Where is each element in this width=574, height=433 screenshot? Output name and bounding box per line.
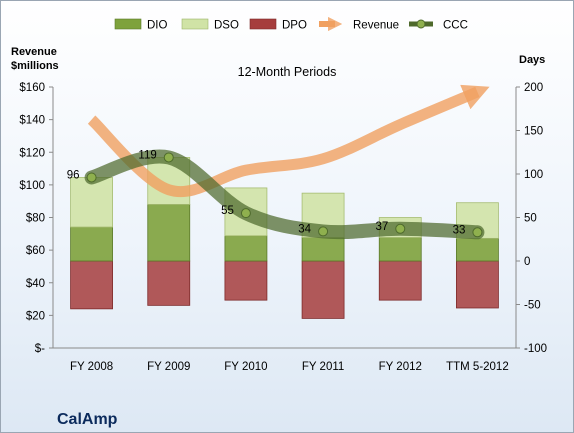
bar-dio	[301, 237, 345, 262]
company-name: CalAmp	[57, 411, 118, 428]
legend-marker-ccc	[416, 19, 426, 29]
legend-label-dpo: DPO	[282, 20, 307, 32]
ccc-data-label: 55	[221, 205, 234, 217]
left-tick-label: $100	[19, 180, 45, 192]
x-tick-label: FY 2008	[70, 361, 113, 373]
bar-dpo	[378, 260, 422, 301]
left-tick-label: $160	[19, 82, 45, 94]
ccc-line: 96 119 55 34 37 33	[67, 149, 485, 240]
bar-dpo	[301, 260, 345, 319]
ccc-data-label: 34	[298, 223, 311, 235]
right-axis-ticks: -100 -50 0 50 100 150 200	[516, 82, 547, 355]
ccc-point	[395, 223, 406, 234]
ccc-point	[318, 226, 329, 237]
left-tick-label: $80	[26, 213, 45, 225]
ccc-data-label: 37	[375, 221, 388, 233]
left-tick-label: $20	[26, 310, 45, 322]
right-tick-label: -50	[524, 300, 541, 312]
bar-dio	[224, 235, 268, 262]
legend: DIO DSO DPO Revenue CCC	[114, 16, 468, 32]
x-tick-label: FY 2012	[379, 361, 422, 373]
bars	[70, 157, 499, 319]
left-tick-label: $-	[35, 343, 45, 355]
left-tick-label: $140	[19, 115, 45, 127]
right-axis-title: Days	[519, 54, 545, 66]
x-axis-labels: FY 2008 FY 2009 FY 2010 FY 2011 FY 2012 TTM 5…	[70, 361, 509, 373]
ccc-point	[240, 208, 251, 219]
x-tick-label: FY 2009	[147, 361, 190, 373]
bar-dpo	[147, 260, 191, 306]
right-tick-label: -100	[524, 343, 547, 355]
bar-dpo	[70, 260, 113, 310]
right-tick-label: 100	[524, 169, 543, 181]
bar-dio	[147, 204, 191, 262]
revenue-arrow	[87, 84, 490, 197]
legend-swatch-dio	[114, 18, 142, 30]
bar-dio	[378, 237, 422, 262]
bar-dio	[456, 237, 499, 262]
right-tick-label: 200	[524, 82, 543, 94]
ccc-point	[86, 172, 97, 183]
legend-label-ccc: CCC	[443, 20, 468, 32]
x-tick-label: FY 2010	[224, 361, 267, 373]
left-axis-ticks: $- $20 $40 $60 $80 $100 $120 $140 $160	[19, 82, 53, 355]
legend-label-dio: DIO	[147, 20, 168, 32]
ccc-data-label: 96	[67, 169, 80, 181]
bar-dso	[70, 177, 113, 228]
ccc-data-label: 119	[138, 149, 156, 161]
left-tick-label: $40	[26, 278, 45, 290]
right-tick-label: 150	[524, 126, 543, 138]
legend-swatch-dso	[181, 18, 209, 30]
x-tick-label: TTM 5-2012	[446, 361, 509, 373]
revenue-curve	[87, 84, 490, 197]
bar-dio	[70, 226, 113, 262]
chart-title: 12-Month Periods	[238, 65, 337, 79]
legend-label-revenue: Revenue	[353, 20, 399, 32]
left-tick-label: $120	[19, 147, 45, 159]
left-axis-title-line2: $millions	[11, 60, 59, 72]
right-tick-label: 50	[524, 213, 537, 225]
legend-label-dso: DSO	[214, 20, 239, 32]
bar-dpo	[224, 260, 268, 301]
ccc-data-label: 33	[453, 224, 466, 236]
left-tick-label: $60	[26, 245, 45, 257]
left-axis-title-line1: Revenue	[11, 46, 57, 58]
x-tick-label: FY 2011	[302, 361, 344, 373]
legend-swatch-dpo	[249, 18, 277, 30]
right-tick-label: 0	[524, 256, 530, 268]
ccc-point	[163, 152, 174, 163]
bar-dpo	[456, 260, 499, 309]
ccc-point	[472, 227, 483, 238]
